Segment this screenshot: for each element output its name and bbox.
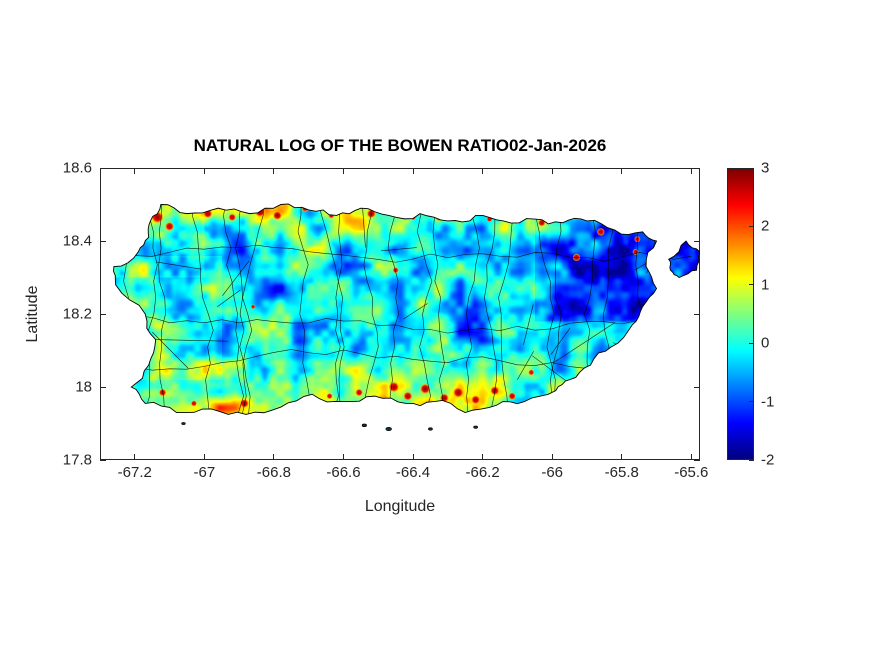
x-tick-mark: [203, 454, 205, 460]
x-axis-label: Longitude: [364, 498, 436, 515]
x-tick-label: -66.4: [395, 464, 431, 481]
x-tick-mark: [412, 168, 414, 174]
x-tick-label: -66.8: [256, 464, 292, 481]
heatmap-canvas: [100, 168, 700, 460]
colorbar-tick-label: 2: [761, 217, 770, 235]
x-tick-mark: [482, 168, 484, 174]
x-tick-label: -65.6: [674, 464, 709, 481]
y-tick-mark: [694, 459, 700, 461]
y-tick-mark: [100, 167, 106, 169]
colorbar-tick-mark: [749, 167, 754, 169]
y-tick-mark: [694, 167, 700, 169]
y-axis-label: Latitude: [24, 285, 41, 343]
colorbar-tick-mark: [749, 401, 754, 403]
x-tick-mark: [134, 168, 136, 174]
y-tick-mark: [100, 459, 106, 461]
x-tick-mark: [342, 454, 344, 460]
colorbar-tick-mark: [749, 225, 754, 227]
chart-title: NATURAL LOG OF THE BOWEN RATIO02-Jan-202…: [193, 136, 607, 155]
x-tick-mark: [551, 454, 553, 460]
x-tick-mark: [273, 454, 275, 460]
x-tick-mark: [690, 454, 692, 460]
y-tick-mark: [694, 313, 700, 315]
y-tick-label: 18.6: [62, 159, 92, 177]
colorbar-tick-label: -1: [761, 393, 775, 411]
y-tick-mark: [100, 386, 106, 388]
x-tick-label: -65.8: [604, 464, 639, 481]
x-tick-mark: [551, 168, 553, 174]
y-tick-label: 18: [75, 378, 92, 396]
x-tick-mark: [203, 168, 205, 174]
colorbar-tick-label: -2: [761, 451, 775, 469]
x-tick-mark: [690, 168, 692, 174]
x-tick-mark: [621, 168, 623, 174]
colorbar-tick-mark: [749, 459, 754, 461]
x-tick-label: -66.6: [326, 464, 361, 481]
y-tick-label: 17.8: [62, 451, 92, 469]
colorbar-tick-mark: [749, 284, 754, 286]
x-tick-mark: [342, 168, 344, 174]
y-tick-mark: [694, 386, 700, 388]
y-tick-label: 18.4: [62, 232, 92, 250]
x-tick-label: -66.2: [465, 464, 500, 481]
colorbar: [727, 168, 754, 460]
x-tick-mark: [412, 454, 414, 460]
colorbar-tick-mark: [749, 342, 754, 344]
y-tick-mark: [100, 313, 106, 315]
colorbar-tick-label: 0: [761, 334, 770, 352]
y-tick-mark: [100, 240, 106, 242]
x-tick-mark: [134, 454, 136, 460]
x-tick-mark: [482, 454, 484, 460]
x-tick-label: -67: [193, 464, 216, 481]
colorbar-tick-label: 3: [761, 159, 770, 177]
y-tick-mark: [694, 240, 700, 242]
x-tick-mark: [273, 168, 275, 174]
colorbar-tick-label: 1: [761, 276, 770, 294]
x-tick-mark: [621, 454, 623, 460]
x-tick-label: -67.2: [117, 464, 152, 481]
x-tick-label: -66: [541, 464, 564, 481]
y-tick-label: 18.2: [62, 305, 92, 323]
